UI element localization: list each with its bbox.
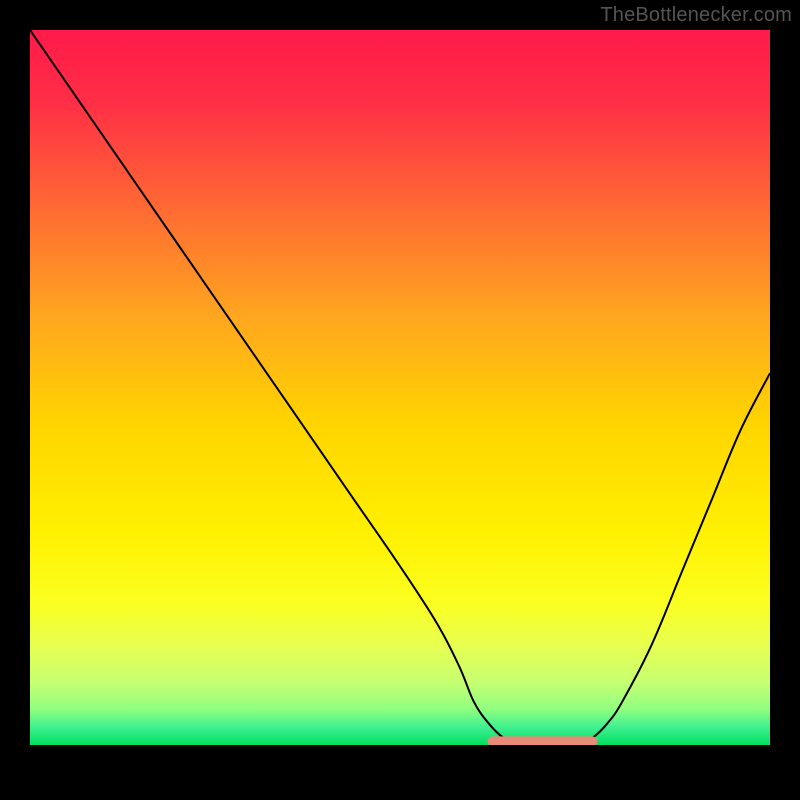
curve-layer (0, 0, 800, 800)
chart-container: TheBottlenecker.com (0, 0, 800, 800)
watermark-text: TheBottlenecker.com (600, 4, 792, 27)
bottleneck-curve (30, 30, 770, 744)
plot-svg-group (30, 30, 770, 744)
